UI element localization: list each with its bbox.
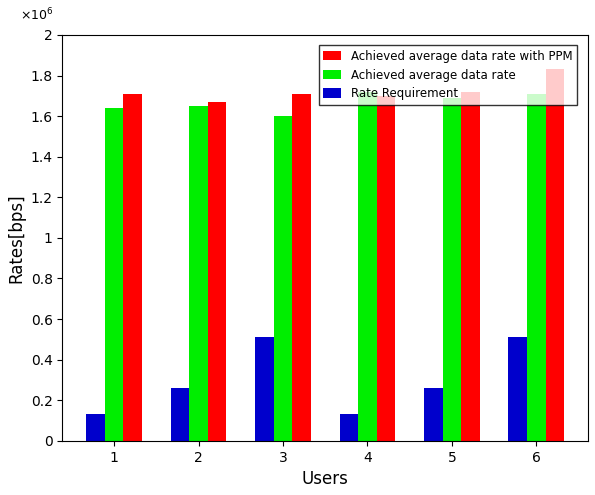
Bar: [189, 106, 208, 441]
Bar: [171, 388, 189, 441]
Text: $\times 10^6$: $\times 10^6$: [20, 6, 54, 23]
Bar: [208, 102, 227, 441]
Legend: Achieved average data rate with PPM, Achieved average data rate, Rate Requiremen: Achieved average data rate with PPM, Ach…: [319, 45, 577, 105]
Y-axis label: Rates[bps]: Rates[bps]: [7, 193, 25, 283]
Bar: [461, 92, 480, 441]
Bar: [105, 108, 123, 441]
Bar: [443, 98, 461, 441]
Bar: [509, 337, 527, 441]
Bar: [86, 414, 105, 441]
Bar: [527, 94, 546, 441]
Bar: [292, 94, 311, 441]
Bar: [255, 337, 274, 441]
Bar: [340, 414, 358, 441]
X-axis label: Users: Users: [302, 470, 349, 488]
Bar: [546, 69, 564, 441]
Bar: [358, 92, 377, 441]
Bar: [274, 116, 292, 441]
Bar: [424, 388, 443, 441]
Bar: [377, 96, 395, 441]
Bar: [123, 94, 142, 441]
